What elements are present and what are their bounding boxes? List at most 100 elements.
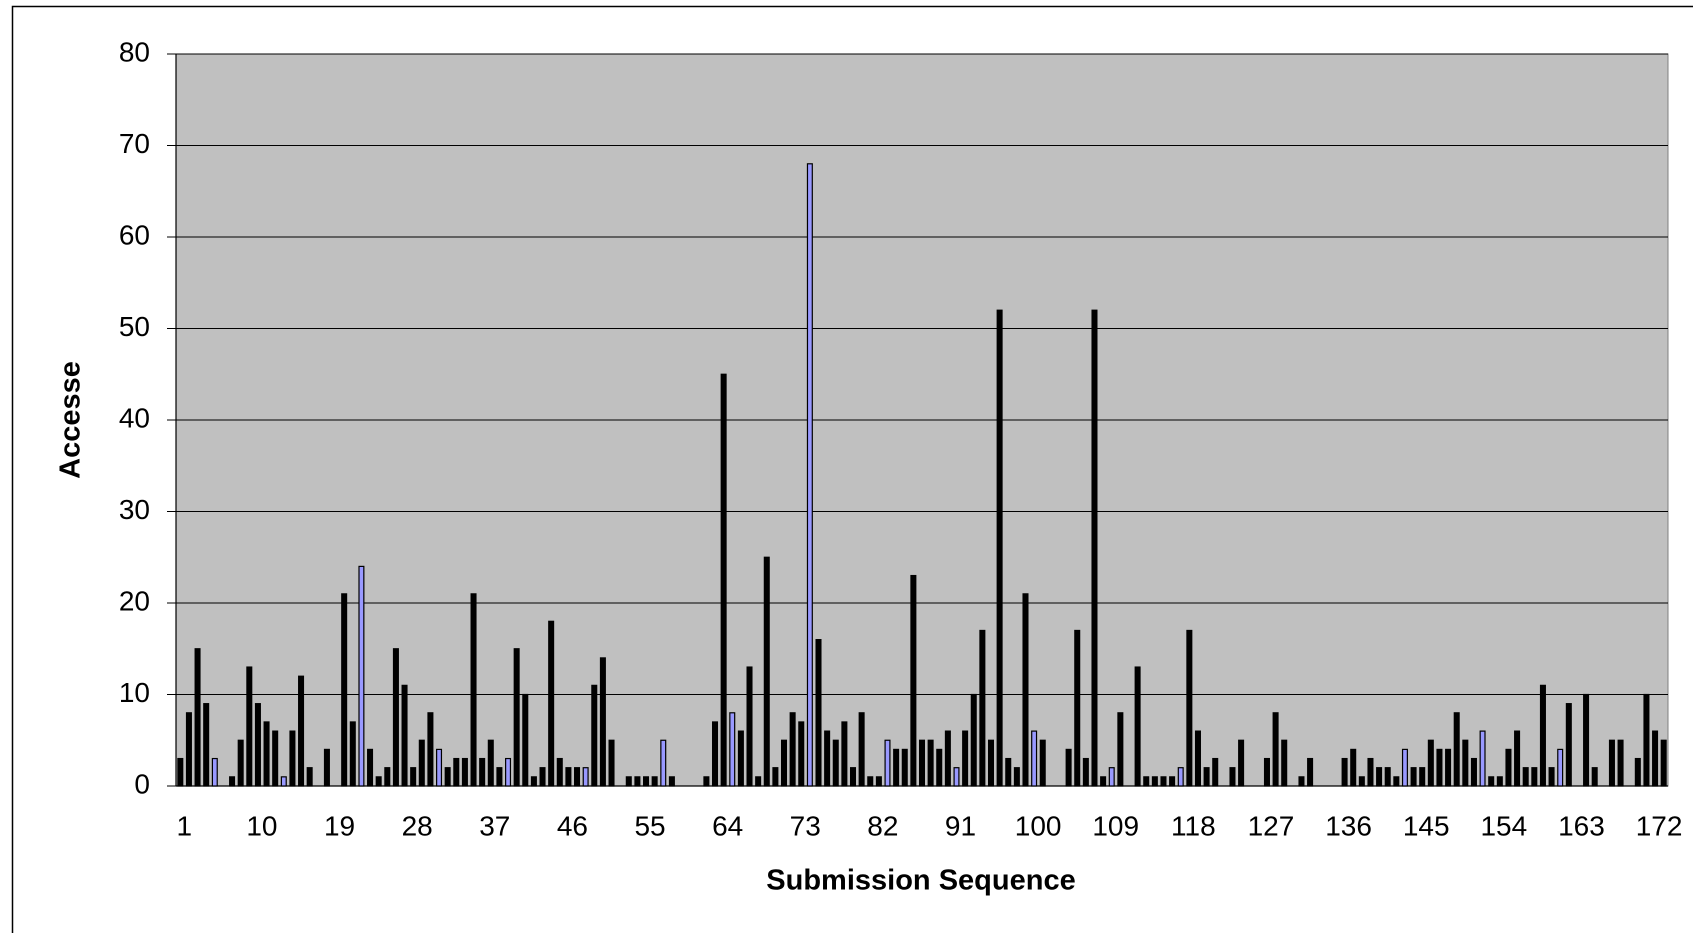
bar — [410, 767, 417, 787]
x-tick-label: 73 — [790, 810, 821, 841]
bar — [1074, 629, 1081, 787]
bar — [1410, 767, 1417, 787]
bar — [815, 638, 822, 787]
bar — [703, 776, 710, 787]
bar — [849, 767, 857, 787]
bar — [1445, 748, 1452, 787]
bar — [1108, 767, 1115, 787]
bar — [608, 739, 615, 787]
x-tick-label: 163 — [1558, 810, 1605, 841]
bar — [1401, 748, 1408, 787]
bar — [254, 703, 261, 787]
bar — [548, 620, 555, 787]
x-tick-label: 19 — [324, 810, 355, 841]
bar — [1376, 767, 1383, 787]
y-tick-label: 20 — [119, 585, 150, 616]
bar — [384, 767, 391, 787]
bar — [358, 565, 365, 787]
bar — [1643, 693, 1650, 787]
bar — [884, 739, 891, 787]
bar — [1298, 776, 1305, 787]
bar — [996, 309, 1003, 787]
bar — [1039, 739, 1046, 787]
bar — [651, 776, 658, 787]
y-tick-label: 70 — [119, 128, 150, 159]
bar — [272, 730, 279, 787]
x-tick-label: 172 — [1636, 810, 1683, 841]
bar — [1531, 767, 1538, 787]
bar — [1082, 757, 1089, 787]
x-tick-label: 91 — [945, 810, 976, 841]
bar — [177, 757, 184, 787]
bar — [953, 767, 960, 787]
x-tick-label: 154 — [1480, 810, 1527, 841]
bar — [910, 574, 917, 787]
bar — [1065, 748, 1072, 787]
bar — [893, 748, 900, 787]
bar — [1436, 748, 1443, 787]
y-tick-label: 80 — [119, 36, 150, 67]
bar — [401, 684, 408, 787]
bar — [470, 593, 477, 787]
bar — [1281, 739, 1288, 787]
bar — [712, 721, 719, 787]
x-tick-label: 82 — [867, 810, 898, 841]
bar — [418, 739, 425, 787]
y-tick-label: 30 — [119, 494, 150, 525]
bar — [513, 648, 520, 787]
bar — [1419, 767, 1426, 787]
bar — [1160, 776, 1167, 787]
bar — [1212, 757, 1219, 787]
bar — [1031, 730, 1038, 787]
bar — [832, 739, 839, 787]
bar — [1384, 767, 1391, 787]
bar — [944, 730, 951, 787]
bar — [229, 776, 236, 787]
bar — [1307, 757, 1314, 787]
bar — [772, 767, 779, 787]
bar — [453, 757, 460, 787]
bar — [1263, 757, 1270, 787]
bar — [1117, 712, 1124, 787]
bar — [323, 748, 330, 787]
bar — [858, 712, 865, 787]
x-tick-label: 1 — [177, 810, 193, 841]
x-tick-label: 109 — [1092, 810, 1139, 841]
bar — [1177, 767, 1184, 787]
bar — [1169, 776, 1176, 787]
bar — [1453, 712, 1460, 787]
bar — [789, 712, 796, 787]
x-tick-label: 55 — [634, 810, 665, 841]
x-tick-label: 136 — [1325, 810, 1372, 841]
y-tick-label: 0 — [134, 768, 150, 799]
bar — [479, 757, 486, 787]
bar — [211, 757, 218, 787]
bar — [643, 776, 650, 787]
bar — [539, 767, 546, 787]
bar — [737, 730, 744, 787]
bar — [841, 721, 848, 787]
bar — [237, 739, 244, 787]
x-tick-label: 127 — [1248, 810, 1295, 841]
bar — [1272, 712, 1279, 787]
bar — [185, 712, 192, 787]
bar — [1617, 739, 1624, 787]
bar — [867, 776, 874, 787]
bar — [1005, 757, 1012, 787]
bar — [194, 648, 201, 787]
bar — [1229, 767, 1236, 787]
bar — [729, 712, 736, 787]
bar — [556, 757, 563, 787]
bar — [599, 657, 606, 787]
bar — [263, 721, 270, 787]
bar — [522, 693, 529, 787]
bar — [487, 739, 494, 787]
bar — [1539, 684, 1546, 787]
bar — [1143, 776, 1150, 787]
bar — [1091, 309, 1098, 787]
bar — [530, 776, 537, 787]
x-tick-label: 118 — [1171, 810, 1216, 841]
bar — [1186, 629, 1193, 787]
bar — [1608, 739, 1615, 787]
